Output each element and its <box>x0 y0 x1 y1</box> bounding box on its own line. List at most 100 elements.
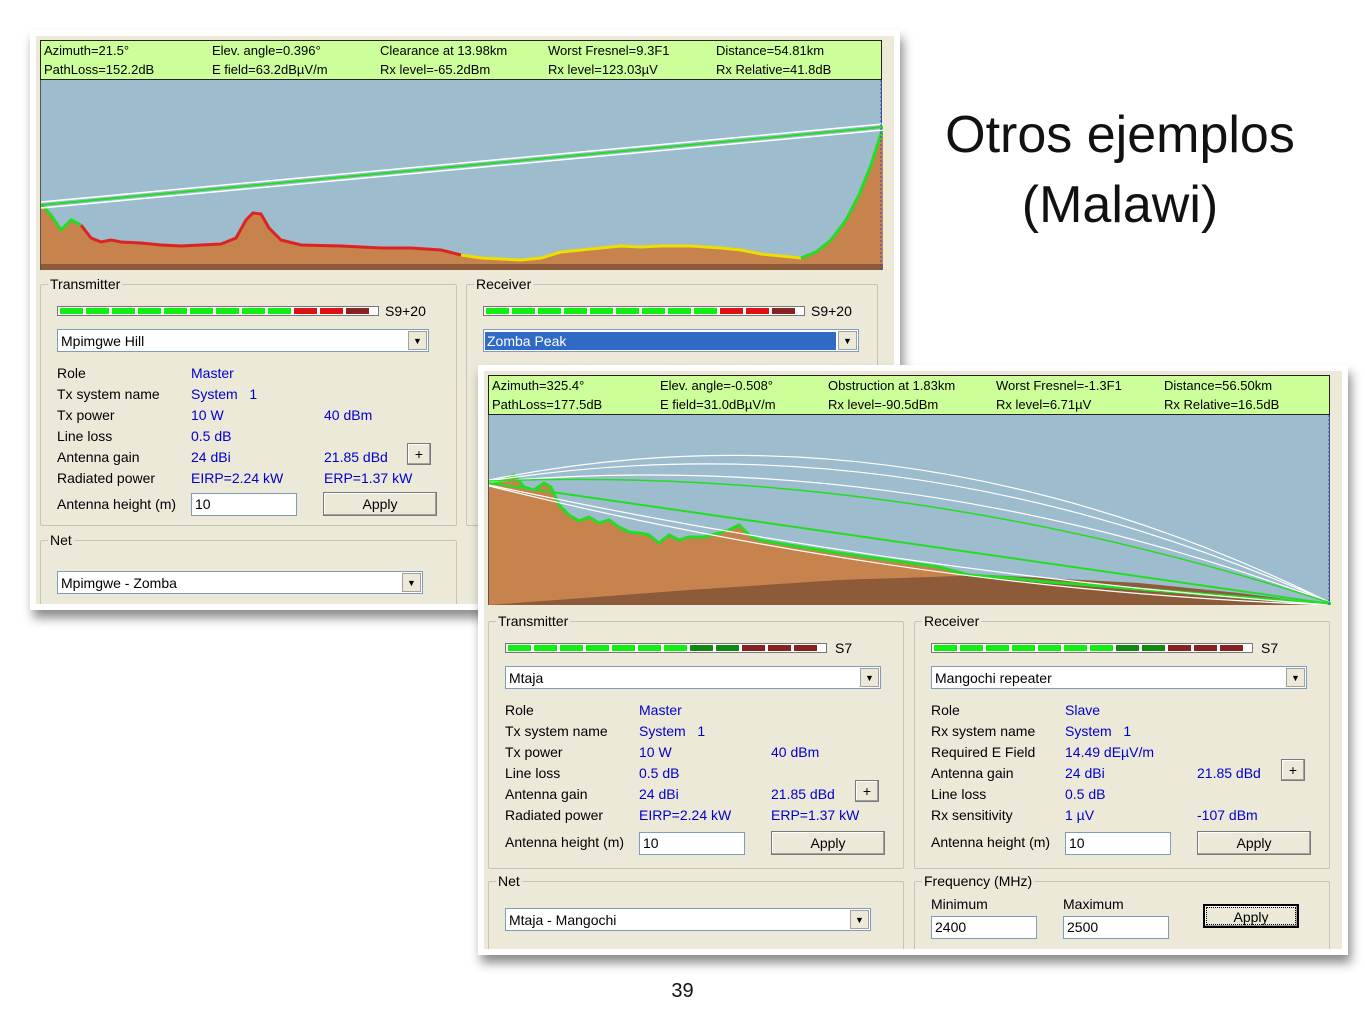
link2-frequency-legend: Frequency (MHz) <box>922 873 1035 889</box>
chevron-down-icon[interactable]: ▼ <box>838 331 857 350</box>
link2-net-legend: Net <box>496 873 522 889</box>
link2-freq-min-label: Minimum <box>931 896 988 912</box>
signal-meter-segment <box>664 645 687 651</box>
signal-meter-segment <box>86 308 109 314</box>
signal-meter-segment <box>772 308 795 314</box>
link2-efield: E field=31.0dBµV/m <box>660 397 776 412</box>
link2-rx-field-label: Required E Field <box>931 744 1036 760</box>
link2-worst-fresnel: Worst Fresnel=-1.3F1 <box>996 378 1122 393</box>
link1-tx-signal-meter <box>57 306 379 316</box>
link2-fresnel-mid-bottom <box>489 485 1331 605</box>
link2-rx-station-select[interactable]: Mangochi repeater ▼ <box>931 666 1307 689</box>
link2-terrain-lower <box>489 575 1331 605</box>
signal-meter-segment <box>1038 645 1061 651</box>
link2-rx-height-input[interactable]: 10 <box>1065 832 1171 855</box>
link1-tx-role-label: Role <box>57 365 86 381</box>
signal-meter-segment <box>508 645 531 651</box>
signal-meter-segment <box>586 645 609 651</box>
link2-tx-loss-label: Line loss <box>505 765 561 781</box>
link2-rx-sens-dbm: -107 dBm <box>1197 807 1258 823</box>
signal-meter-segment <box>616 308 639 314</box>
link2-azimuth: Azimuth=325.4° <box>492 378 585 393</box>
signal-meter-segment <box>1142 645 1165 651</box>
signal-meter-segment <box>1012 645 1035 651</box>
chevron-down-icon[interactable]: ▼ <box>1286 668 1305 687</box>
link2-receiver-group: Receiver S7 Mangochi repeater ▼ Role Sla… <box>914 613 1330 869</box>
link2-tx-height-input[interactable]: 10 <box>639 832 745 855</box>
signal-meter-segment <box>346 308 369 314</box>
link1-tx-height-input[interactable]: 10 <box>191 493 297 516</box>
link2-tx-s-meter-label: S7 <box>835 640 853 656</box>
link2-tx-eirp: EIRP=2.24 kW <box>639 807 732 823</box>
link2-rx-s-meter-label: S7 <box>1261 640 1279 656</box>
signal-meter-segment <box>1064 645 1087 651</box>
link2-tx-power-w: 10 W <box>639 744 672 760</box>
link1-rx-level-dbm: Rx level=-65.2dBm <box>380 62 491 77</box>
link1-rx-signal-meter <box>483 306 805 316</box>
link2-rx-loss-value: 0.5 dB <box>1065 786 1106 802</box>
link1-tx-gain-dbi: 24 dBi <box>191 449 231 465</box>
link1-tx-power-label: Tx power <box>57 407 115 423</box>
link2-rx-gain-label: Antenna gain <box>931 765 1014 781</box>
link1-tx-station-select[interactable]: Mpimgwe Hill ▼ <box>57 329 429 352</box>
signal-meter-segment <box>742 645 765 651</box>
link2-tx-station-select[interactable]: Mtaja ▼ <box>505 666 881 689</box>
link2-rx-apply-button[interactable]: Apply <box>1197 831 1311 855</box>
link2-tx-power-dbm: 40 dBm <box>771 744 820 760</box>
chevron-down-icon[interactable]: ▼ <box>408 331 427 350</box>
signal-meter-segment <box>138 308 161 314</box>
signal-meter-segment <box>512 308 535 314</box>
link2-tx-gain-plus-button[interactable]: + <box>855 780 879 802</box>
link1-rx-station-value: Zomba Peak <box>485 332 836 350</box>
link2-fresnel-outer-top <box>489 454 1331 604</box>
link1-tx-apply-button[interactable]: Apply <box>323 492 437 516</box>
link2-rx-height-label: Antenna height (m) <box>931 834 1051 850</box>
chevron-down-icon[interactable]: ▼ <box>850 910 869 929</box>
link2-freq-apply-button[interactable]: Apply <box>1203 904 1299 928</box>
link1-transmitter-legend: Transmitter <box>48 276 123 292</box>
link1-receiver-group: Receiver S9+20 Zomba Peak ▼ <box>466 276 878 526</box>
link2-freq-max-label: Maximum <box>1063 896 1124 912</box>
link1-rx-s-meter-label: S9+20 <box>811 303 852 319</box>
signal-meter-segment <box>638 645 661 651</box>
link2-elev-angle: Elev. angle=-0.508° <box>660 378 774 393</box>
signal-meter-segment <box>720 308 743 314</box>
link2-terrain-line <box>489 473 1331 605</box>
link2-rx-role-value: Slave <box>1065 702 1101 718</box>
link2-tx-power-label: Tx power <box>505 744 563 760</box>
signal-meter-segment <box>112 308 135 314</box>
link2-frequency-group: Frequency (MHz) Minimum 2400 Maximum 250… <box>914 873 1330 949</box>
link1-tx-power-dbm: 40 dBm <box>324 407 373 423</box>
link1-receiver-legend: Receiver <box>474 276 534 292</box>
chevron-down-icon[interactable]: ▼ <box>402 573 421 592</box>
signal-meter-segment <box>60 308 83 314</box>
link1-tx-gain-plus-button[interactable]: + <box>407 443 431 465</box>
link1-pathloss: PathLoss=152.2dB <box>44 62 155 77</box>
link1-rx-station-select[interactable]: Zomba Peak ▼ <box>483 329 859 352</box>
link2-freq-min-input[interactable]: 2400 <box>931 916 1037 939</box>
link2-fresnel-inner-top <box>489 474 1331 604</box>
link1-efield: E field=63.2dBµV/m <box>212 62 328 77</box>
link1-tx-radiated-label: Radiated power <box>57 470 156 486</box>
link1-tx-station-value: Mpimgwe Hill <box>61 333 145 349</box>
signal-meter-segment <box>934 645 957 651</box>
link2-rx-loss-label: Line loss <box>931 786 987 802</box>
link2-tx-role-label: Role <box>505 702 534 718</box>
link2-rx-gain-plus-button[interactable]: + <box>1281 759 1305 781</box>
signal-meter-segment <box>1090 645 1113 651</box>
signal-meter-segment <box>1168 645 1191 651</box>
link2-freq-max-input[interactable]: 2500 <box>1063 916 1169 939</box>
link1-fresnel-top <box>41 123 883 203</box>
link1-terrain-line-green-end <box>800 127 883 260</box>
signal-meter-segment <box>294 308 317 314</box>
link2-net-select[interactable]: Mtaja - Mangochi ▼ <box>505 908 871 931</box>
link2-rx-station-value: Mangochi repeater <box>935 670 1052 686</box>
chevron-down-icon[interactable]: ▼ <box>860 668 879 687</box>
link1-net-select[interactable]: Mpimgwe - Zomba ▼ <box>57 571 423 594</box>
link1-terrain-fill <box>41 128 883 270</box>
link2-tx-gain-label: Antenna gain <box>505 786 588 802</box>
link2-tx-apply-button[interactable]: Apply <box>771 831 885 855</box>
link2-net-group: Net Mtaja - Mangochi ▼ <box>488 873 904 949</box>
link1-tx-power-w: 10 W <box>191 407 224 423</box>
signal-meter-segment <box>1116 645 1139 651</box>
